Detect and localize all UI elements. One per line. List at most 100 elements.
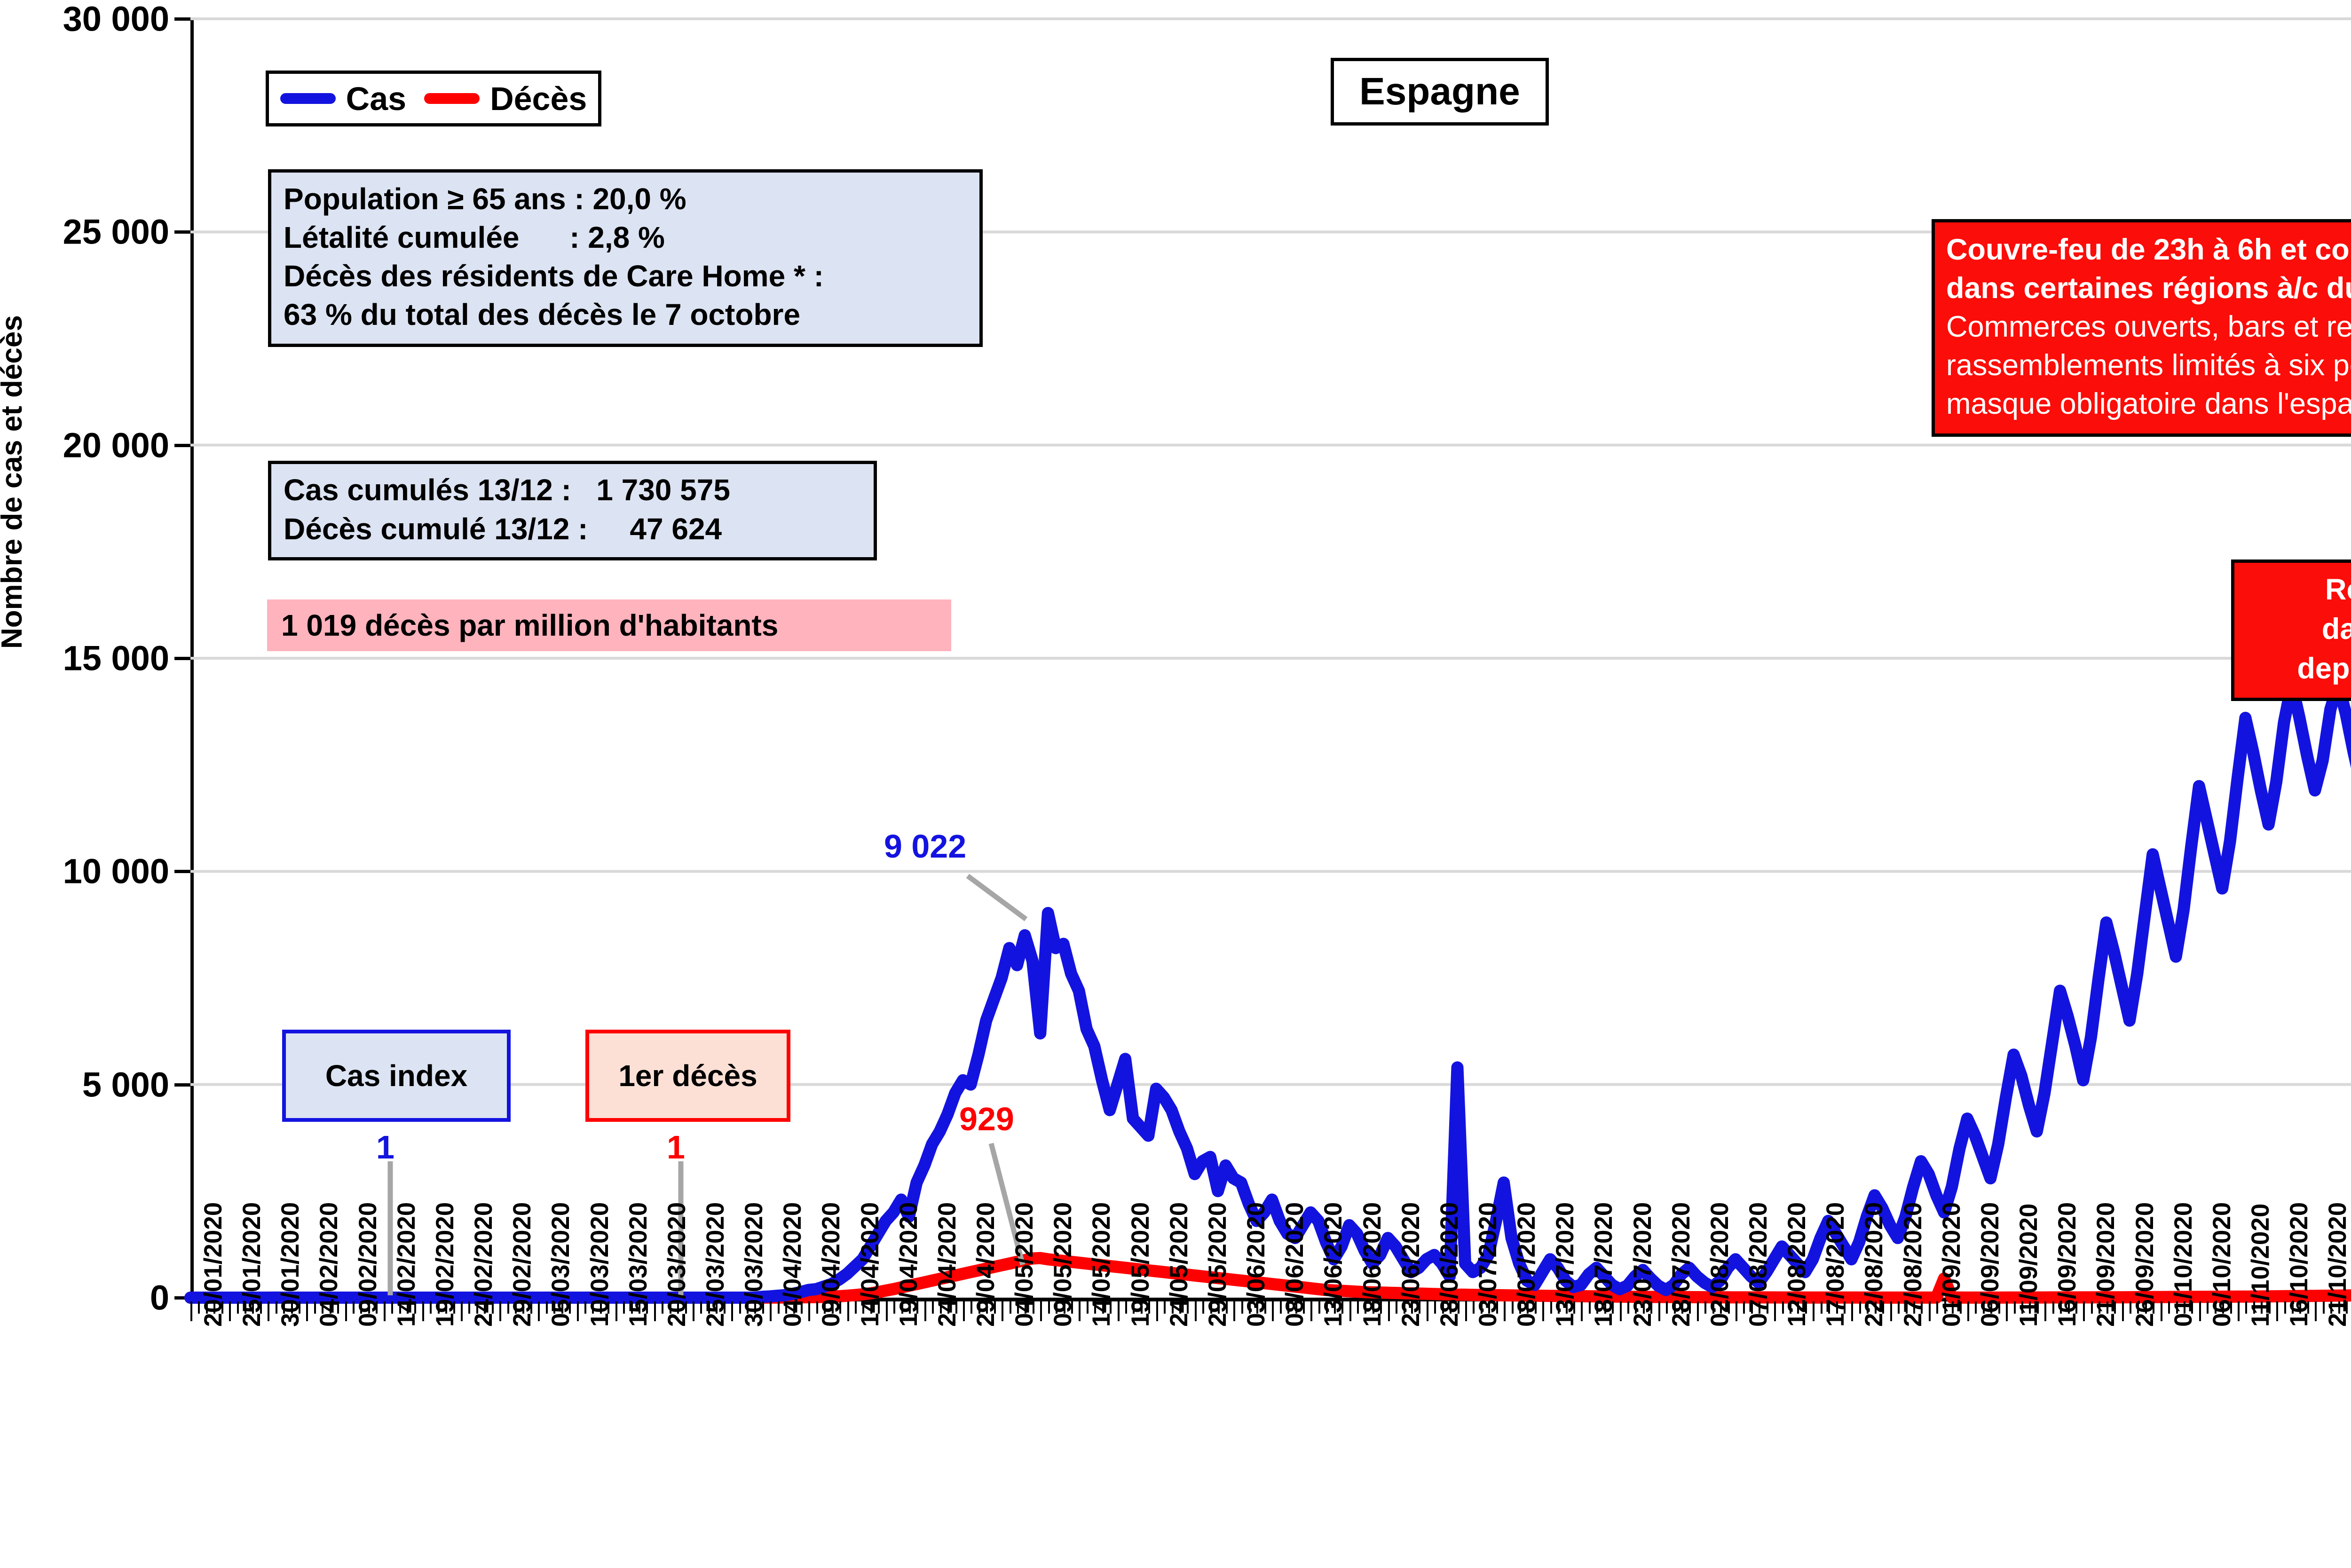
x-axis-tick-mark [1396, 1301, 1398, 1314]
x-axis-tick-mark [2036, 1301, 2039, 1314]
leader-lines [387, 874, 1028, 1295]
x-axis-tick-label: 04/05/2020 [1010, 1202, 1039, 1327]
x-axis-tick-mark [1480, 1301, 1483, 1314]
x-axis-tick-mark [2237, 1301, 2240, 1321]
x-axis-tick-mark [1048, 1301, 1050, 1314]
x-axis-tick-mark [2176, 1301, 2178, 1314]
x-axis-tick-mark [1673, 1301, 1676, 1314]
x-axis-tick-mark [1125, 1301, 1128, 1314]
x-axis-tick-mark [2330, 1301, 2333, 1314]
x-axis-tick-mark [584, 1301, 586, 1314]
x-axis-tick-mark [445, 1301, 448, 1314]
x-axis-tick-mark [2346, 1301, 2348, 1314]
x-axis-tick-mark [252, 1301, 254, 1314]
x-axis-tick-mark [662, 1301, 664, 1314]
x-axis-tick-mark [291, 1301, 293, 1314]
x-axis-tick-mark [831, 1301, 834, 1314]
x-axis-tick-mark [198, 1301, 200, 1314]
x-axis-tick-mark [1148, 1301, 1151, 1314]
x-axis-tick-mark [1573, 1301, 1575, 1314]
x-axis-tick-mark [2145, 1301, 2147, 1314]
x-axis-tick-mark [1867, 1301, 1869, 1314]
x-axis-tick-mark [1457, 1301, 1460, 1314]
x-axis-tick-mark [507, 1301, 509, 1314]
x-axis-tick-mark [1828, 1301, 1830, 1314]
x-axis-tick-mark [2153, 1301, 2155, 1314]
value-label-premier-deces: 1 [667, 1129, 685, 1166]
x-axis-tick-mark [808, 1301, 811, 1321]
x-axis-tick-mark [538, 1301, 540, 1321]
x-axis-tick-mark [1736, 1301, 1738, 1321]
x-axis-tick-mark [2099, 1301, 2101, 1314]
x-axis-tick-label: 30/01/2020 [276, 1202, 305, 1327]
x-axis-tick-label: 22/08/2020 [1860, 1202, 1888, 1327]
x-axis-tick-mark [1898, 1301, 1900, 1314]
x-axis-tick-mark [1140, 1301, 1143, 1314]
x-axis-tick-label: 21/10/2020 [2324, 1202, 2351, 1327]
x-axis-tick-label: 03/06/2020 [1242, 1202, 1270, 1327]
x-axis-tick-label: 28/07/2020 [1667, 1202, 1695, 1327]
x-axis-tick-label: 08/07/2020 [1513, 1202, 1541, 1327]
x-axis-tick-mark [1279, 1301, 1282, 1314]
x-axis-tick-mark [1032, 1301, 1034, 1314]
x-axis-tick-mark [368, 1301, 370, 1314]
x-axis-tick-mark [1450, 1301, 1452, 1314]
x-axis-tick-mark [2106, 1301, 2108, 1314]
x-axis-tick-mark [2114, 1301, 2116, 1314]
x-axis-tick-mark [1805, 1301, 1807, 1314]
x-axis-tick-mark [430, 1301, 432, 1314]
x-axis-tick-mark [654, 1301, 656, 1321]
x-axis-tick-mark [1063, 1301, 1065, 1314]
annotation-couvrefeu: Couvre-feu de 23h à 6h et confinements l… [1932, 219, 2351, 437]
x-axis-tick-label: 03/07/2020 [1474, 1202, 1502, 1327]
x-axis-tick-mark [1527, 1301, 1529, 1314]
page-title: Espagne [1359, 70, 1520, 113]
x-axis-tick-mark [862, 1301, 865, 1314]
x-axis-tick-label: 09/04/2020 [817, 1202, 845, 1327]
x-axis-tick-label: 20/03/2020 [663, 1202, 691, 1327]
x-axis-tick-mark [2075, 1301, 2077, 1314]
x-axis-tick-mark [793, 1301, 795, 1314]
x-axis-tick-label: 29/04/2020 [972, 1202, 1000, 1327]
x-axis-tick-mark [453, 1301, 455, 1314]
annotation-line: dans la capitale [2321, 612, 2351, 646]
x-axis-tick-mark [924, 1301, 926, 1321]
x-axis-tick-mark [1743, 1301, 1745, 1314]
x-axis-tick-mark [1982, 1301, 1985, 1314]
x-axis-tick-mark [329, 1301, 331, 1314]
x-axis-tick-label: 18/07/2020 [1590, 1202, 1618, 1327]
x-axis-tick-mark [1117, 1301, 1120, 1321]
x-axis-tick-mark [1403, 1301, 1405, 1314]
x-axis-tick-mark [1326, 1301, 1328, 1314]
x-axis-tick-mark [2199, 1301, 2201, 1321]
x-axis-tick-mark [824, 1301, 826, 1314]
x-axis-tick-mark [1225, 1301, 1228, 1314]
x-axis-tick-mark [1813, 1301, 1815, 1321]
x-axis-tick-mark [1766, 1301, 1768, 1314]
x-axis-tick-mark [2006, 1301, 2008, 1321]
x-axis-tick-mark [739, 1301, 741, 1314]
info-line: Cas cumulés 13/12 : 1 730 575 [284, 473, 730, 507]
x-axis-tick-mark [1102, 1301, 1104, 1314]
y-axis-tick-mark [174, 1296, 190, 1300]
x-axis-tick-mark [1588, 1301, 1591, 1314]
callout-premier-deces-label: 1er décès [618, 1059, 757, 1093]
x-axis-tick-mark [1558, 1301, 1560, 1314]
annotation-reconfinement: Reconfinement dans la capitale depuis le… [2231, 559, 2351, 701]
x-axis-tick-mark [1248, 1301, 1251, 1314]
x-axis-tick-mark [2230, 1301, 2232, 1314]
x-axis-tick-mark [2021, 1301, 2023, 1314]
x-axis-tick-mark [383, 1301, 386, 1321]
x-axis-tick-mark [360, 1301, 363, 1314]
info-line: 1 019 décès par million d'habitants [281, 608, 779, 642]
x-axis-tick-mark [1318, 1301, 1320, 1314]
x-axis-tick-mark [986, 1301, 988, 1314]
x-axis-tick-mark [607, 1301, 610, 1314]
legend-label-deces: Décès [490, 80, 587, 117]
x-axis-tick-mark [669, 1301, 671, 1314]
x-axis-tick-label: 29/05/2020 [1203, 1202, 1231, 1327]
x-axis-tick-mark [190, 1301, 192, 1321]
x-axis-tick-label: 09/02/2020 [354, 1202, 382, 1327]
x-axis-tick-mark [1233, 1301, 1236, 1321]
x-axis-tick-mark [545, 1301, 548, 1314]
